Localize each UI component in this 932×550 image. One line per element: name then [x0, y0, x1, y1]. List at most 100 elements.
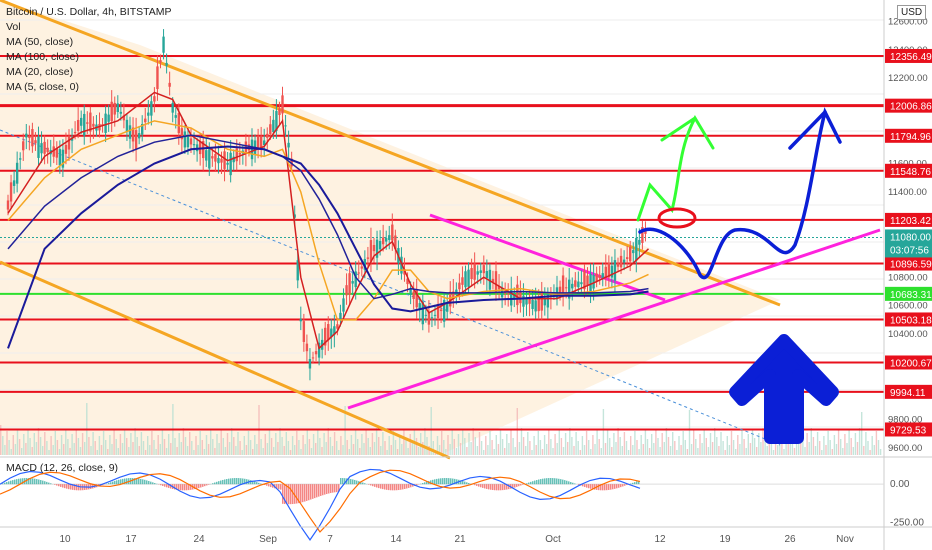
volume-bar [123, 429, 126, 455]
volume-bar [676, 450, 678, 455]
macd-hist-bar [8, 481, 10, 485]
candle-body [482, 265, 485, 274]
candle-body [159, 60, 162, 63]
volume-bar [231, 428, 233, 455]
volume-bar [88, 437, 90, 455]
volume-bar [831, 449, 833, 455]
volume-bar [604, 443, 607, 455]
volume-bar [235, 446, 237, 455]
macd-hist-bar [300, 484, 302, 503]
volume-bar [128, 447, 130, 455]
volume-bar [180, 442, 182, 455]
volume-bar [804, 447, 806, 455]
macd-hist-bar [442, 478, 444, 485]
macd-hist-bar [570, 482, 572, 485]
candle-body [580, 282, 583, 285]
volume-bar [716, 437, 718, 455]
macd-hist-bar [370, 484, 372, 486]
volume-bar [382, 432, 384, 455]
volume-bar [249, 440, 252, 455]
currency-button[interactable]: USD [897, 5, 927, 20]
macd-hist-bar [616, 484, 618, 489]
candle-body [522, 295, 525, 307]
macd-hist-bar [34, 478, 36, 485]
volume-bar [474, 437, 476, 455]
volume-bar [296, 431, 298, 455]
current-price-badge [885, 229, 932, 258]
candle-body [211, 156, 214, 159]
macd-hist-bar [474, 484, 476, 486]
candle-body [360, 266, 363, 269]
macd-hist-bar [50, 483, 52, 485]
macd-hist-bar [540, 479, 542, 485]
volume-bar [375, 428, 378, 455]
volume-bar [766, 446, 768, 455]
volume-bar [548, 430, 550, 455]
macd-hist-bar [502, 484, 504, 491]
candle-body [519, 290, 522, 304]
macd-hist-bar [514, 484, 516, 488]
volume-bar [241, 450, 243, 455]
volume-bar [638, 449, 640, 455]
volume-bar [814, 446, 817, 455]
y-tick-label: 10600.00 [888, 301, 928, 312]
candle-body [378, 240, 382, 250]
volume-bar [655, 429, 657, 455]
x-tick-label: 10 [59, 534, 71, 545]
volume-bar [348, 449, 350, 455]
volume-bar [871, 436, 873, 455]
volume-bar [501, 439, 504, 455]
candle-body [589, 274, 592, 293]
macd-hist-bar [348, 478, 350, 485]
volume-bar [157, 435, 159, 455]
volume-bar [79, 447, 82, 455]
volume-bar [8, 440, 10, 455]
volume-bar [861, 412, 863, 455]
candle-body [625, 257, 629, 259]
macd-hist-bar [336, 484, 338, 493]
volume-bar [539, 440, 542, 455]
price-level-label: 11548.76 [890, 167, 931, 178]
volume-bar [268, 429, 271, 455]
candle-body [619, 255, 623, 268]
macd-hist-bar [534, 480, 536, 485]
macd-hist-bar [582, 484, 584, 487]
candle-body [107, 114, 110, 122]
candle-body [561, 275, 565, 298]
candle-body [534, 300, 537, 312]
macd-hist-bar [16, 479, 18, 485]
macd-hist-bar [222, 479, 224, 485]
macd-hist-bar [494, 484, 496, 491]
volume-bar [12, 435, 14, 455]
volume-bar [25, 443, 27, 455]
candle-body [259, 136, 263, 148]
volume-bar [212, 439, 214, 455]
volume-bar [693, 430, 695, 455]
volume-bar [69, 448, 71, 455]
volume-bar [485, 436, 487, 455]
candle-body [208, 149, 211, 169]
volume-bar [300, 449, 302, 455]
volume-bar [401, 444, 403, 455]
macd-hist-bar [112, 481, 114, 485]
price-level-label: 12006.86 [890, 102, 932, 113]
candle-body [458, 282, 461, 290]
macd-hist-bar [340, 478, 342, 485]
candle-body [9, 182, 13, 202]
legend-ma5: MA (5, close, 0) [6, 81, 79, 93]
volume-bar [264, 434, 266, 455]
volume-bar [447, 435, 449, 455]
volume-bar [256, 444, 258, 455]
macd-hist-bar [238, 478, 240, 485]
macd-hist-bar [486, 484, 488, 489]
volume-bar [466, 447, 468, 455]
volume-bar [600, 448, 602, 455]
volume-bar [359, 448, 361, 455]
volume-bar [703, 429, 705, 455]
volume-bar [747, 434, 749, 455]
macd-hist-bar [590, 484, 592, 489]
candle-body [217, 158, 220, 164]
volume-bar [4, 445, 6, 455]
